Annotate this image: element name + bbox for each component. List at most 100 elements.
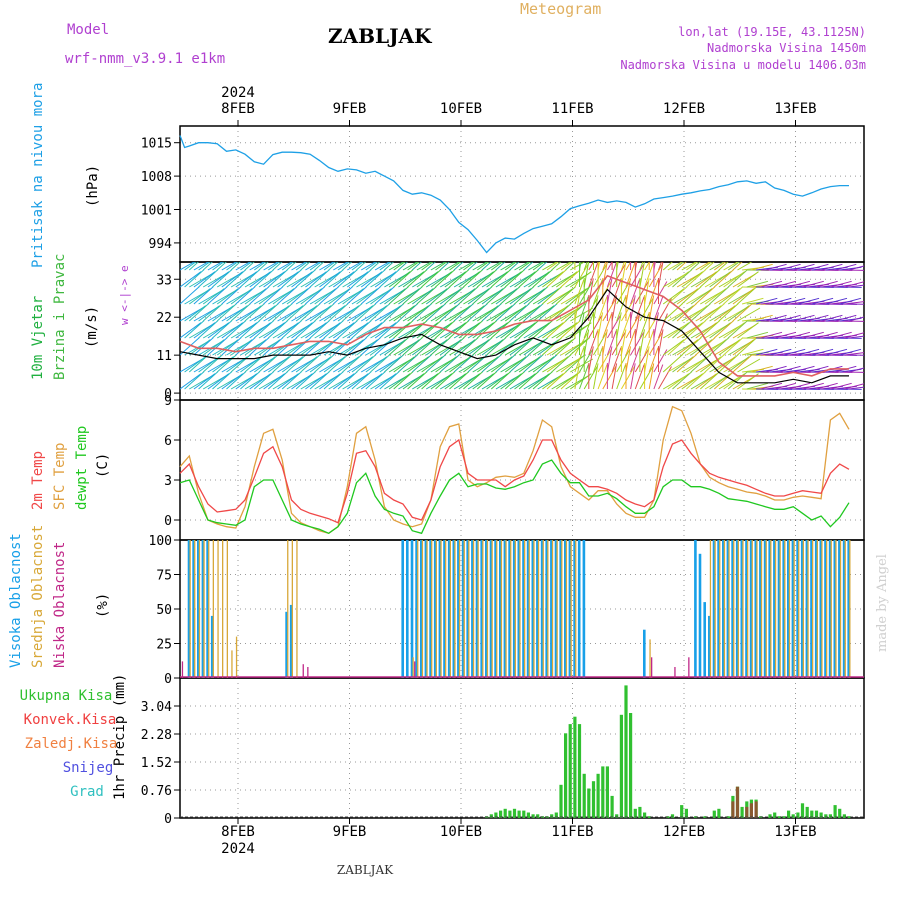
wind-barb [504, 356, 527, 373]
wind-barb [263, 271, 285, 288]
wind-barb [606, 330, 617, 356]
wind-barb [221, 337, 242, 356]
wind-barb [523, 303, 544, 322]
wind-barb [616, 364, 627, 390]
wind-barb [551, 288, 573, 305]
wind-barb [830, 382, 852, 390]
x-tick-label-top: 13FEB [774, 101, 816, 117]
wind-barb [286, 303, 307, 322]
high-cloud-bar [717, 540, 720, 678]
wind-barb [509, 339, 532, 356]
wind-barb [221, 262, 237, 271]
wind-barb [723, 271, 745, 288]
high-cloud-bar [206, 540, 209, 678]
precip-total-bar [550, 814, 554, 818]
wind-barb [407, 269, 428, 288]
wind-barb [449, 269, 470, 288]
wind-barb [384, 288, 406, 305]
wind-barb [579, 364, 589, 390]
wind-barb [189, 288, 211, 305]
wind-barb [634, 364, 645, 390]
wind-barb [263, 373, 285, 390]
wind-barb [597, 349, 612, 373]
wind-barb [342, 303, 363, 322]
wind-barb [216, 288, 239, 305]
precip-total-bar [577, 724, 582, 818]
wind-barb [727, 371, 748, 390]
wind-barb [477, 262, 490, 271]
wind-barb [713, 320, 734, 339]
wind-barb [588, 262, 599, 288]
wind-barb [509, 262, 520, 271]
wind-barb [430, 337, 451, 356]
wind-barb [402, 337, 423, 356]
wind-barb [699, 371, 721, 390]
wind-barb [342, 288, 364, 305]
y-tick-label: 0 [164, 387, 172, 402]
wind-barb [718, 303, 739, 322]
wind-barb [407, 305, 429, 322]
wind-barb [221, 373, 244, 390]
wind-barb [235, 262, 251, 271]
wind-barb [277, 373, 299, 390]
wind-barb [212, 305, 234, 322]
high-cloud-bar [424, 540, 428, 678]
precip-total-bar [814, 810, 819, 818]
mid-cloud-bar [561, 540, 563, 678]
high-cloud-bar [475, 540, 479, 678]
wind-barb [388, 262, 404, 271]
wind-barb [583, 313, 594, 339]
wind-barb [411, 354, 432, 373]
wind-barb [765, 263, 787, 271]
high-cloud-bar [494, 540, 497, 678]
wind-barb [281, 371, 302, 390]
mid-cloud-bar [774, 540, 777, 678]
wind-barb [709, 271, 731, 288]
wind-barb [286, 354, 307, 373]
wind-barb [783, 348, 806, 356]
mid-cloud-bar [649, 639, 651, 678]
wind-barb [305, 373, 327, 390]
wind-barb [686, 262, 699, 271]
wind-barb [509, 303, 530, 322]
wind-barb [337, 305, 360, 322]
wind-barb [583, 262, 588, 271]
wind-barb [699, 269, 721, 288]
high-cloud-bar [499, 540, 502, 678]
wind-barb [249, 337, 270, 356]
wind-barb [537, 303, 558, 322]
wind-barb [491, 262, 504, 271]
wind-barb [807, 365, 829, 373]
wind-barb [588, 346, 594, 373]
wind-barb [305, 322, 327, 339]
wind-barb [323, 262, 336, 271]
wind-barb [704, 303, 725, 322]
wind-barb [286, 262, 297, 271]
wind-barb [226, 371, 247, 390]
wind-barb [807, 263, 829, 271]
wind-barb [653, 281, 668, 305]
wind-barb [319, 337, 340, 356]
precip-total-bar [517, 810, 521, 818]
wind-barb [672, 269, 693, 288]
wind-barb [653, 349, 668, 373]
precip-total-bar [712, 810, 716, 818]
wind-barb [180, 373, 202, 390]
wind-barb [537, 262, 548, 271]
x-tick-label-bottom: 11FEB [551, 824, 593, 840]
wind-barb [713, 371, 734, 390]
credit-text: made by Angel [875, 554, 890, 652]
wind-barb [342, 262, 353, 271]
wind-barb [546, 305, 569, 322]
wind-barb [342, 354, 363, 373]
wind-barb [839, 297, 862, 305]
wind-barb [500, 271, 522, 288]
wind-barb [737, 262, 753, 271]
wind-barb [388, 271, 411, 288]
footer-station: ZABLJAK [337, 863, 394, 877]
wind-barb [737, 358, 761, 373]
wind-barb [490, 269, 511, 288]
mid-cloud-bar [556, 540, 558, 678]
wind-barb [198, 320, 219, 339]
wind-barb [309, 356, 332, 373]
